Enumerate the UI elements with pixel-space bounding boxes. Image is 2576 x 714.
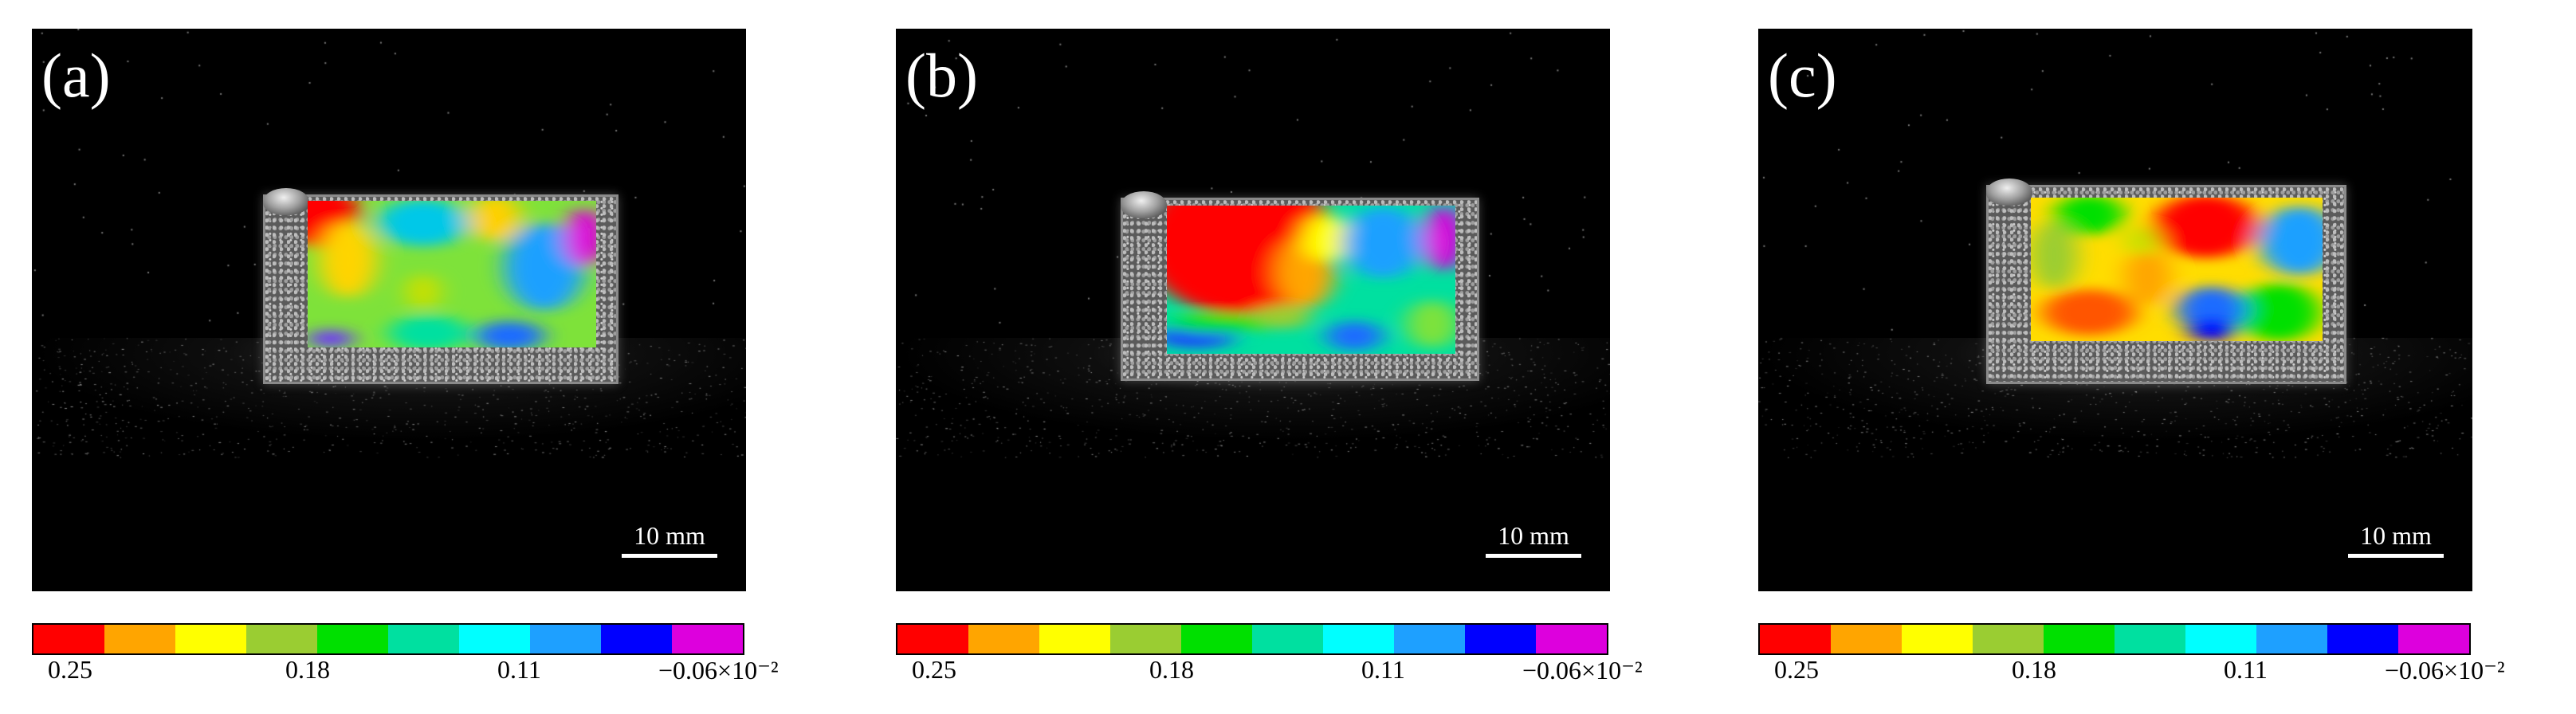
colorbar-segment xyxy=(2115,625,2185,653)
panel-label: (b) xyxy=(905,41,978,110)
panel-a: (a) 10 mm 0.25 0.18 0.11 −0.06×10⁻² xyxy=(32,0,779,714)
tick-label-1: 0.18 xyxy=(285,655,330,684)
scale-bar-label: 10 mm xyxy=(634,521,705,550)
scale-bar-label: 10 mm xyxy=(2360,521,2432,550)
panel-b: (b) 10 mm 0.25 0.18 0.11 −0.06×10⁻² xyxy=(896,0,1643,714)
strain-field-contour xyxy=(2031,198,2323,341)
speckle-photo: (b) 10 mm xyxy=(896,29,1610,591)
colorbar xyxy=(896,623,1608,655)
strain-field-contour xyxy=(308,201,596,347)
colorbar-segment xyxy=(601,625,672,653)
scale-bar: 10 mm xyxy=(2348,521,2444,558)
specimen-knob xyxy=(263,188,309,215)
tick-label-0: 0.25 xyxy=(912,655,956,684)
tick-label-value: −0.06 xyxy=(658,656,718,685)
colorbar-segment xyxy=(33,625,104,653)
scale-bar-line xyxy=(2348,554,2444,558)
colorbar-segment xyxy=(672,625,743,653)
multiplier-label: ×10⁻² xyxy=(717,656,779,685)
specimen-knob xyxy=(1986,178,2032,206)
colorbar-segment xyxy=(388,625,459,653)
colorbar-segment xyxy=(2185,625,2256,653)
colorbar-segment xyxy=(1465,625,1536,653)
colorbar-segment xyxy=(1181,625,1252,653)
strain-field-contour xyxy=(1167,206,1455,354)
colorbar-segment xyxy=(2398,625,2469,653)
colorbar-segment xyxy=(246,625,317,653)
colorbar-segment xyxy=(2256,625,2327,653)
colorbar-segment xyxy=(2327,625,2398,653)
colorbar-segment xyxy=(104,625,175,653)
multiplier-label: ×10⁻² xyxy=(2444,656,2505,685)
scale-bar-label: 10 mm xyxy=(1498,521,1569,550)
tick-label-value: −0.06 xyxy=(2385,656,2444,685)
colorbar-segment xyxy=(459,625,530,653)
colorbar-segment xyxy=(1902,625,1973,653)
scale-bar: 10 mm xyxy=(1486,521,1581,558)
tick-label-3: −0.06×10⁻² xyxy=(1522,655,1643,685)
scale-bar-line xyxy=(622,554,717,558)
tick-label-1: 0.18 xyxy=(1149,655,1194,684)
tick-label-2: 0.11 xyxy=(497,655,541,684)
colorbar-segment xyxy=(968,625,1039,653)
panel-c: (c) 10 mm 0.25 0.18 0.11 −0.06×10⁻² xyxy=(1758,0,2505,714)
tick-label-0: 0.25 xyxy=(1774,655,1819,684)
colorbar-segment xyxy=(1039,625,1110,653)
colorbar-segment xyxy=(2044,625,2115,653)
tick-label-0: 0.25 xyxy=(48,655,92,684)
scale-bar-line xyxy=(1486,554,1581,558)
colorbar-segment xyxy=(1536,625,1607,653)
tick-label-3: −0.06×10⁻² xyxy=(658,655,779,685)
colorbar-segment xyxy=(317,625,388,653)
specimen-knob xyxy=(1121,191,1167,218)
scale-bar: 10 mm xyxy=(622,521,717,558)
panel-label: (a) xyxy=(41,41,111,110)
tick-label-2: 0.11 xyxy=(1361,655,1405,684)
panel-label: (c) xyxy=(1768,41,1837,110)
colorbar-segment xyxy=(175,625,246,653)
colorbar-segment xyxy=(1973,625,2044,653)
colorbar-segment xyxy=(1831,625,1902,653)
colorbar-segment xyxy=(1323,625,1394,653)
colorbar-segment xyxy=(1394,625,1465,653)
colorbar-segment xyxy=(1110,625,1181,653)
colorbar xyxy=(32,623,744,655)
colorbar-segment xyxy=(897,625,968,653)
colorbar-segment xyxy=(1252,625,1323,653)
colorbar xyxy=(1758,623,2471,655)
multiplier-label: ×10⁻² xyxy=(1581,656,1643,685)
colorbar-segment xyxy=(530,625,601,653)
tick-label-1: 0.18 xyxy=(2012,655,2056,684)
tick-label-2: 0.11 xyxy=(2224,655,2268,684)
colorbar-segment xyxy=(1760,625,1831,653)
speckle-photo: (a) 10 mm xyxy=(32,29,746,591)
tick-label-value: −0.06 xyxy=(1522,656,1582,685)
tick-label-3: −0.06×10⁻² xyxy=(2385,655,2505,685)
speckle-photo: (c) 10 mm xyxy=(1758,29,2472,591)
